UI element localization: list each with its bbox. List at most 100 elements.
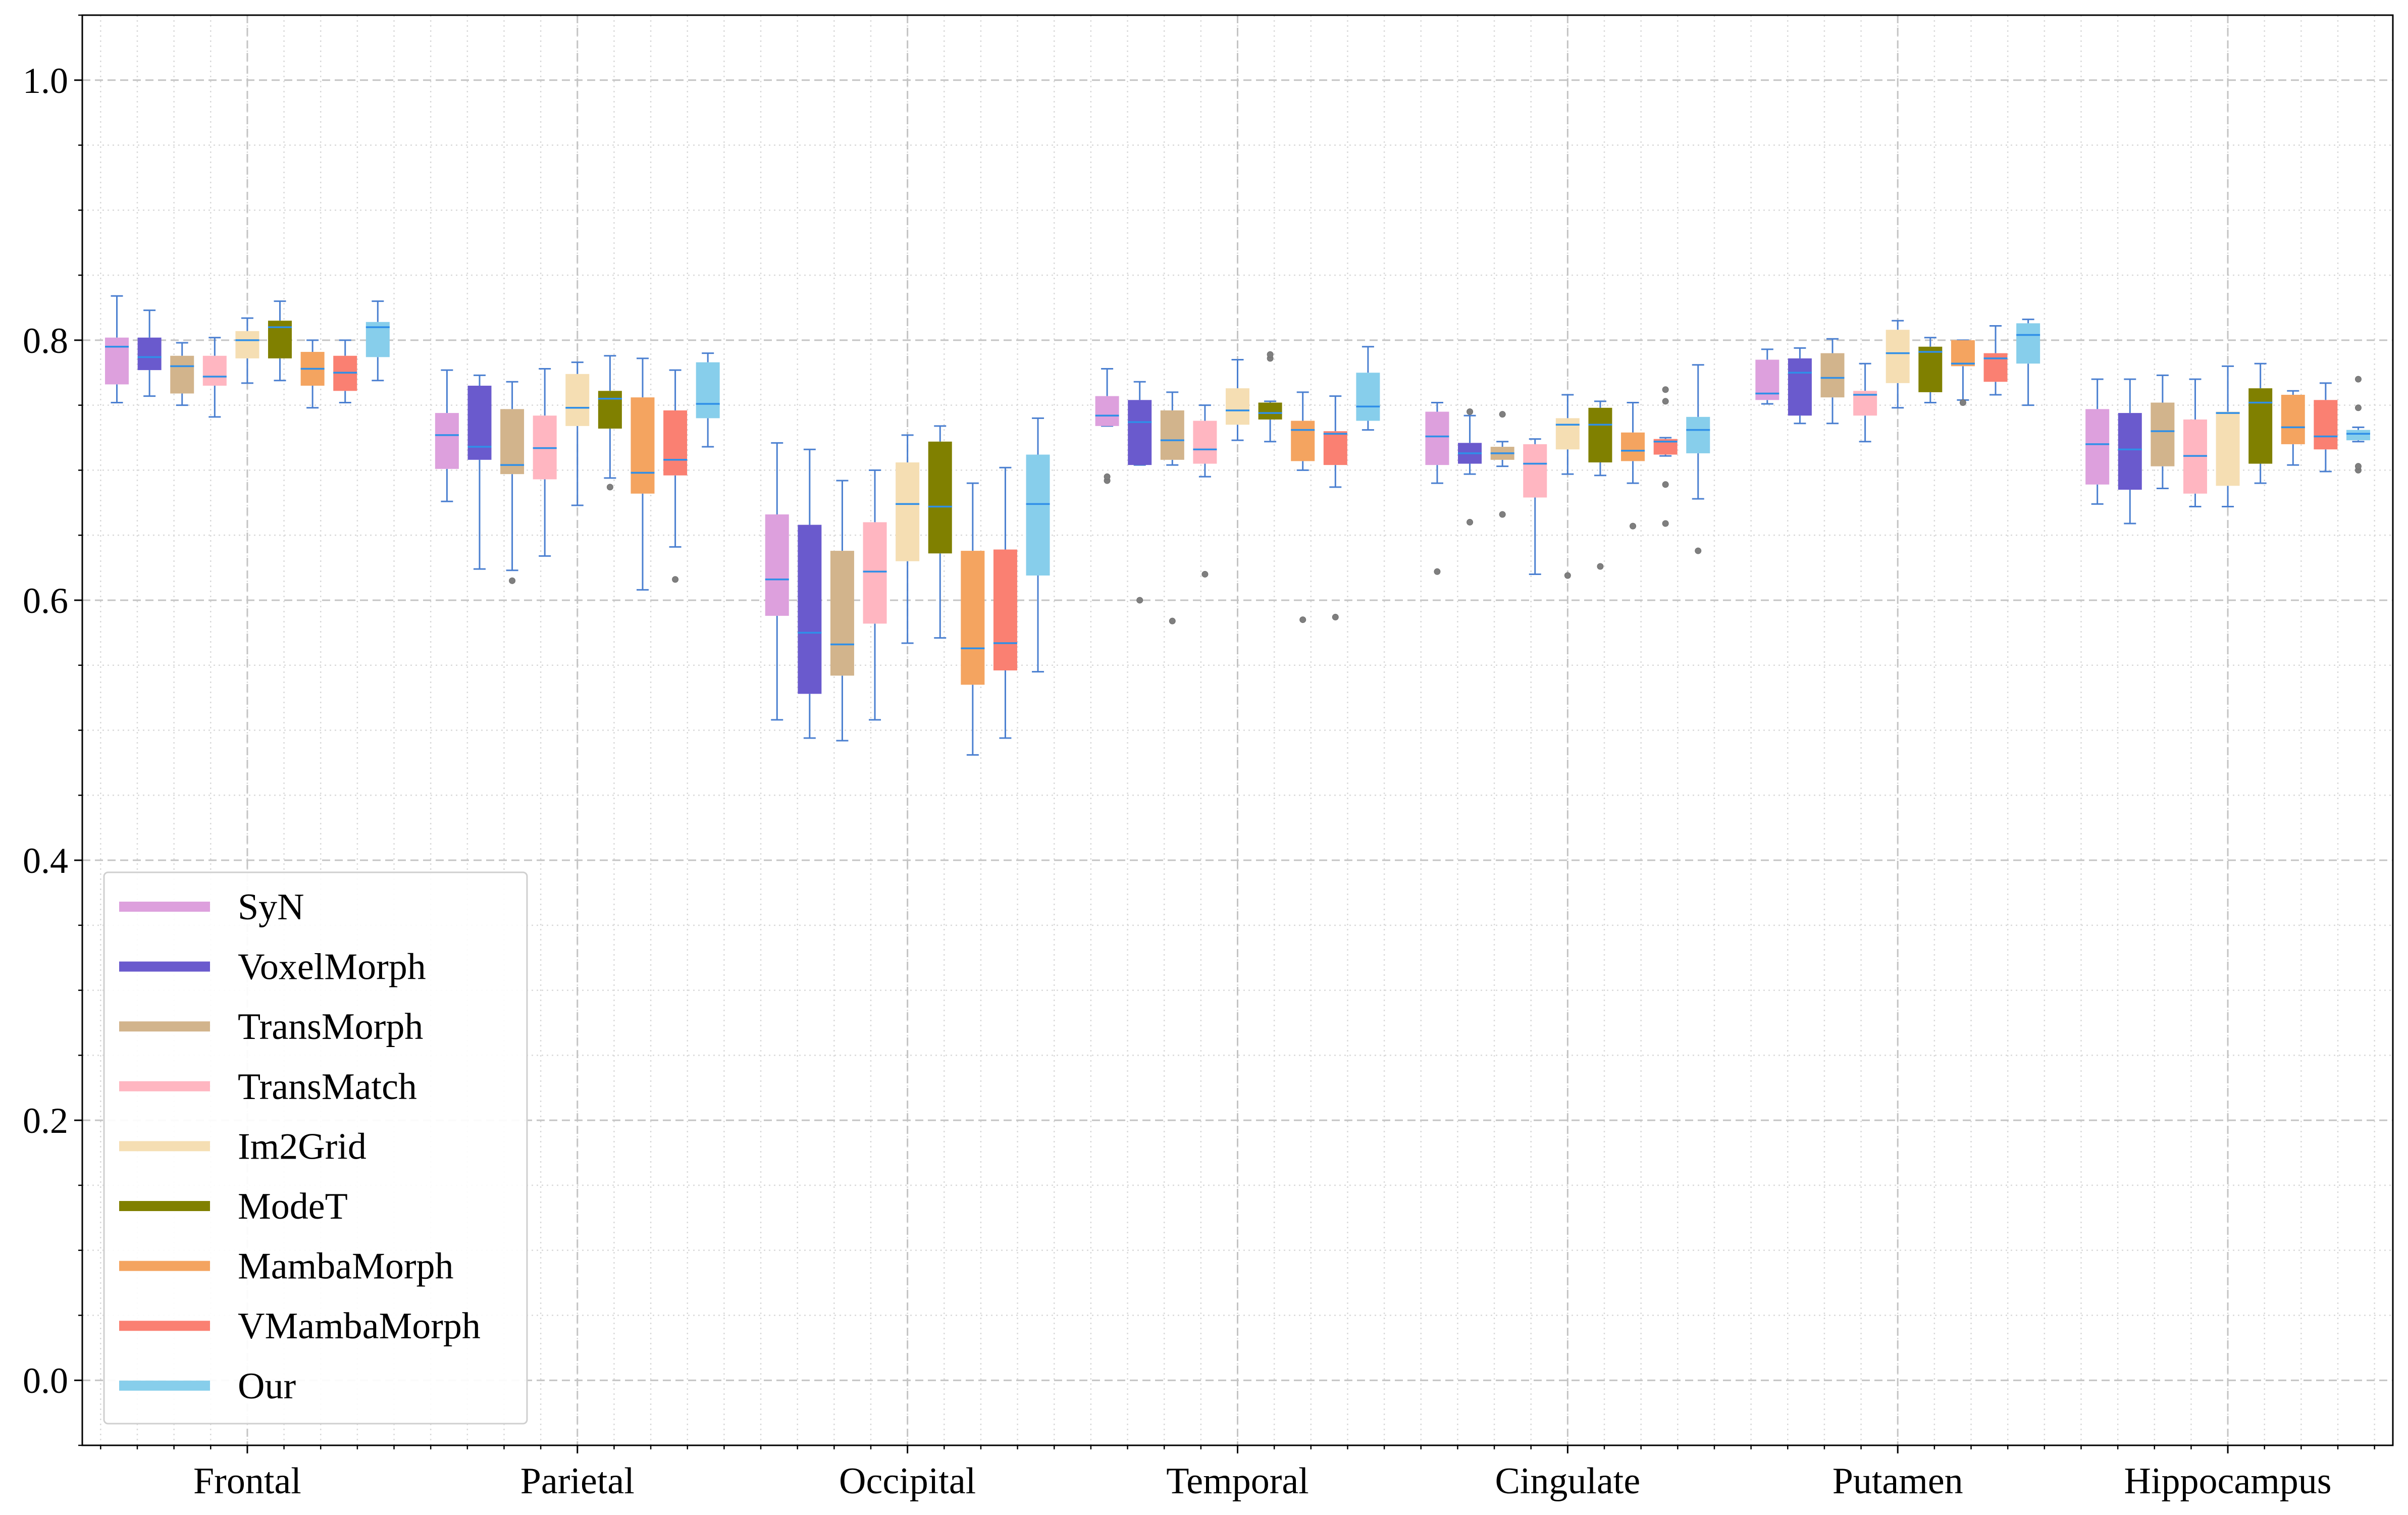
box-im2grid bbox=[2216, 365, 2240, 508]
outlier-point bbox=[672, 576, 679, 583]
box-modet bbox=[1588, 400, 1612, 570]
box-transmorph bbox=[830, 480, 854, 742]
box-body bbox=[961, 551, 985, 685]
box-body bbox=[863, 522, 887, 624]
box-group-hippocampus bbox=[2085, 362, 2370, 525]
box-im2grid bbox=[1555, 394, 1580, 579]
outlier-point bbox=[1499, 511, 1506, 518]
box-transmorph bbox=[500, 381, 525, 584]
box-body bbox=[1918, 346, 1943, 392]
x-tick-label-hippocampus: Hippocampus bbox=[2124, 1460, 2332, 1502]
box-mambamorph bbox=[2281, 390, 2305, 466]
box-transmatch bbox=[1853, 362, 1877, 443]
box-voxelmorph bbox=[1128, 381, 1152, 604]
box-body bbox=[1555, 418, 1580, 450]
box-body bbox=[2281, 395, 2305, 444]
box-body bbox=[993, 549, 1017, 671]
box-syn bbox=[1425, 401, 1449, 575]
x-tick-label-frontal: Frontal bbox=[193, 1460, 301, 1502]
box-transmatch bbox=[2183, 378, 2207, 508]
outlier-point bbox=[1136, 597, 1143, 604]
box-transmatch bbox=[1523, 438, 1547, 575]
legend-label: ModeT bbox=[238, 1186, 348, 1227]
box-our bbox=[1686, 364, 1710, 554]
outlier-point bbox=[1332, 613, 1339, 620]
y-tick-label: 0.6 bbox=[23, 581, 68, 621]
box-body bbox=[1095, 396, 1119, 426]
box-body bbox=[2016, 323, 2040, 364]
box-our bbox=[696, 352, 720, 448]
legend: SyN VoxelMorph TransMorph TransMatch Im2Grid… bbox=[103, 871, 528, 1425]
legend-item-im2grid: Im2Grid bbox=[119, 1126, 367, 1167]
outlier-point bbox=[1467, 518, 1474, 526]
legend-item-our: Our bbox=[119, 1366, 296, 1407]
outlier-point bbox=[1564, 572, 1571, 579]
legend-item-modet: ModeT bbox=[119, 1186, 348, 1227]
outlier-point bbox=[1959, 399, 1966, 406]
box-voxelmorph bbox=[2118, 378, 2142, 525]
box-body bbox=[1226, 388, 1249, 425]
box-vmambamorph bbox=[2314, 382, 2338, 473]
x-tick-label-parietal: Parietal bbox=[520, 1460, 635, 1502]
box-body bbox=[663, 410, 688, 476]
x-tick-label-occipital: Occipital bbox=[839, 1460, 976, 1502]
legend-item-vmambamorph: VMambaMorph bbox=[119, 1305, 481, 1347]
box-im2grid bbox=[896, 434, 920, 644]
box-modet bbox=[598, 355, 622, 491]
box-body bbox=[896, 462, 920, 561]
box-group-putamen bbox=[1755, 319, 2040, 443]
box-mambamorph bbox=[1291, 391, 1315, 623]
outlier-point bbox=[1299, 616, 1306, 623]
box-transmorph bbox=[170, 342, 194, 406]
box-body bbox=[1621, 432, 1645, 461]
box-body bbox=[105, 337, 129, 385]
outlier-point bbox=[1201, 570, 1209, 578]
box-body bbox=[830, 551, 854, 676]
box-im2grid bbox=[1226, 358, 1249, 441]
box-body bbox=[631, 397, 655, 494]
box-transmorph bbox=[1820, 338, 1845, 425]
box-syn bbox=[765, 442, 789, 721]
box-body bbox=[1356, 373, 1380, 421]
box-transmatch bbox=[863, 469, 887, 721]
box-voxelmorph bbox=[798, 448, 822, 739]
box-body bbox=[1425, 411, 1449, 465]
legend-label: VMambaMorph bbox=[238, 1305, 481, 1347]
box-body bbox=[1291, 421, 1315, 461]
legend-item-voxelmorph: VoxelMorph bbox=[119, 947, 426, 988]
outlier-point bbox=[1267, 351, 1274, 358]
box-body bbox=[798, 525, 822, 694]
box-group-cingulate bbox=[1425, 364, 1710, 579]
box-body bbox=[928, 441, 952, 554]
box-voxelmorph bbox=[1458, 408, 1482, 526]
outlier-point bbox=[1662, 398, 1669, 405]
outlier-point bbox=[1662, 386, 1669, 393]
box-vmambamorph bbox=[1323, 395, 1347, 620]
box-voxelmorph bbox=[1788, 347, 1812, 425]
box-body bbox=[1128, 400, 1152, 465]
y-tick-label: 1.0 bbox=[23, 61, 68, 101]
y-tick-label: 0.4 bbox=[23, 841, 68, 881]
box-transmorph bbox=[1160, 391, 1184, 624]
box-body bbox=[1193, 421, 1217, 464]
box-mambamorph bbox=[631, 357, 655, 591]
outlier-point bbox=[2354, 463, 2362, 470]
box-modet bbox=[1258, 351, 1282, 443]
box-vmambamorph bbox=[1653, 386, 1678, 527]
box-body bbox=[2346, 430, 2370, 441]
outlier-point bbox=[509, 577, 516, 584]
box-body bbox=[1686, 416, 1710, 453]
x-tick-label-cingulate: Cingulate bbox=[1495, 1460, 1640, 1502]
box-vmambamorph bbox=[663, 369, 688, 583]
outlier-point bbox=[1169, 617, 1176, 624]
legend-label: Im2Grid bbox=[238, 1126, 367, 1167]
box-transmatch bbox=[1193, 404, 1217, 578]
box-transmatch bbox=[202, 337, 227, 418]
legend-label: SyN bbox=[238, 886, 304, 928]
box-groups bbox=[105, 295, 2370, 756]
legend-frame bbox=[103, 871, 528, 1425]
box-transmatch bbox=[533, 368, 557, 557]
outlier-point bbox=[1662, 481, 1669, 488]
legend-item-syn: SyN bbox=[119, 886, 304, 928]
